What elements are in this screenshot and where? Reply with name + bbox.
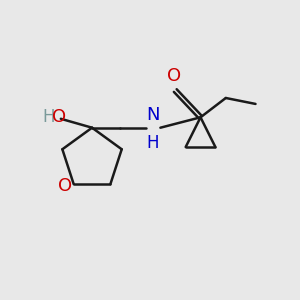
Text: O: O: [58, 177, 72, 195]
Text: H: H: [147, 134, 159, 152]
Text: O: O: [52, 108, 66, 126]
Text: O: O: [167, 67, 181, 85]
Text: N: N: [146, 106, 160, 124]
Text: H: H: [42, 108, 55, 126]
